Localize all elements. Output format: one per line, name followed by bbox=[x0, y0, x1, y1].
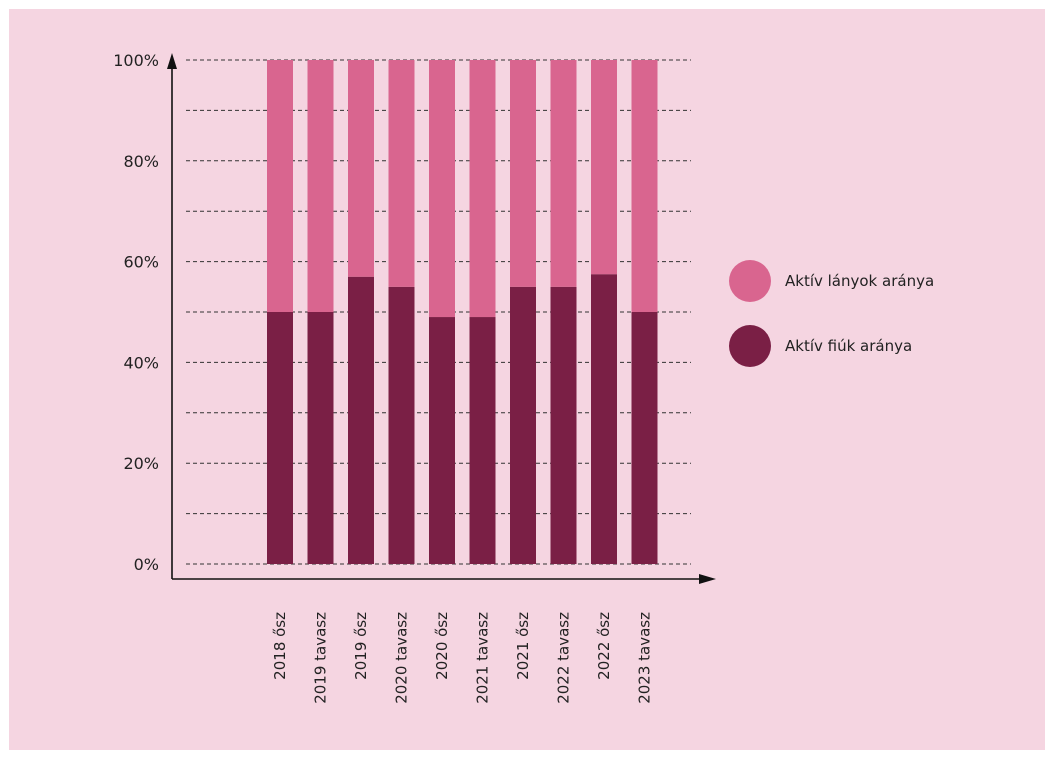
x-tick-label: 2020 tavasz bbox=[393, 612, 411, 704]
x-tick-label: 2019 tavasz bbox=[312, 612, 330, 704]
x-tick-label: 2019 ősz bbox=[352, 612, 370, 680]
x-tick-label: 2023 tavasz bbox=[636, 612, 654, 704]
bar-segment-girls bbox=[631, 60, 658, 312]
bar-segment-girls bbox=[550, 60, 577, 287]
y-axis-arrow-icon bbox=[167, 53, 177, 69]
y-tick-label: 80% bbox=[123, 152, 159, 171]
bar-segment-boys bbox=[631, 312, 658, 564]
bar-segment-boys bbox=[591, 274, 617, 564]
bar-segment-girls bbox=[348, 60, 374, 277]
bar-segment-girls bbox=[591, 60, 617, 275]
y-tick-label: 40% bbox=[123, 353, 159, 372]
bar-segment-girls bbox=[307, 60, 334, 312]
bar-segment-boys bbox=[469, 317, 496, 564]
chart-panel: 0% 20% 40% 60% 80% 100% 2018 ősz 2019 tavasz 20… bbox=[9, 9, 1045, 750]
legend-swatch-boys bbox=[729, 325, 771, 367]
stacked-bar-chart: 0% 20% 40% 60% 80% 100% 2018 ősz 2019 tavasz 20… bbox=[113, 51, 716, 704]
bar-segment-boys bbox=[510, 286, 536, 564]
bar-segment-girls bbox=[429, 60, 455, 318]
x-tick-label: 2022 tavasz bbox=[555, 612, 573, 704]
bar-segment-girls bbox=[267, 60, 293, 312]
bar-segment-girls bbox=[469, 60, 496, 318]
x-axis-arrow-icon bbox=[699, 574, 716, 584]
bar-segment-boys bbox=[550, 286, 577, 564]
legend-item-girls: Aktív lányok aránya bbox=[729, 259, 934, 303]
y-tick-label: 0% bbox=[134, 555, 159, 574]
bar-segment-boys bbox=[307, 312, 334, 564]
bar-segment-boys bbox=[267, 312, 293, 564]
bar-segment-girls bbox=[388, 60, 415, 287]
bar-segment-girls bbox=[510, 60, 536, 287]
x-tick-label: 2020 ősz bbox=[433, 612, 451, 680]
x-tick-label: 2021 ősz bbox=[514, 612, 532, 680]
bar-segment-boys bbox=[429, 317, 455, 564]
x-tick-label: 2021 tavasz bbox=[474, 612, 492, 704]
legend-label-girls: Aktív lányok aránya bbox=[785, 272, 935, 290]
y-tick-label: 60% bbox=[123, 253, 159, 272]
legend-label-boys: Aktív fiúk aránya bbox=[785, 337, 913, 355]
bar-segment-boys bbox=[388, 286, 415, 564]
legend-swatch-girls bbox=[729, 260, 771, 302]
x-tick-label: 2022 ősz bbox=[595, 612, 613, 680]
y-tick-label: 100% bbox=[113, 51, 159, 70]
x-tick-label: 2018 ősz bbox=[271, 612, 289, 680]
y-tick-label: 20% bbox=[123, 454, 159, 473]
bar-segment-boys bbox=[348, 276, 374, 564]
legend-item-boys: Aktív fiúk aránya bbox=[729, 324, 912, 368]
